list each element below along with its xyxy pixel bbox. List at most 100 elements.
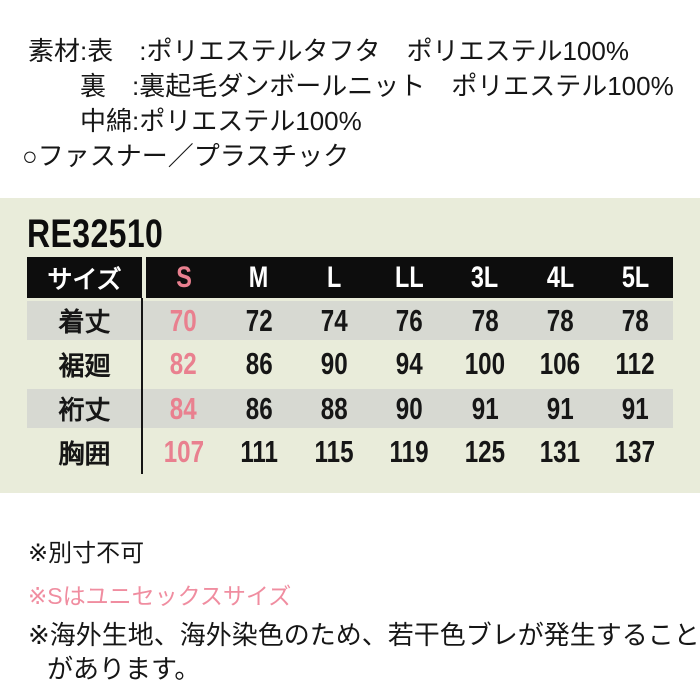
cell-value: 90: [320, 346, 348, 381]
cell-value: 84: [170, 390, 198, 426]
table-cell: 137: [598, 430, 673, 474]
header-size-ll: LL: [395, 260, 424, 294]
table-cell: 86: [221, 342, 296, 386]
cell-value: 106: [539, 346, 581, 381]
table-cell: 78: [447, 301, 522, 340]
footnotes-block: ※別寸不可 ※Sはユニセックスサイズ ※海外生地、海外染色のため、若干色ブレが発…: [28, 533, 700, 686]
material-line-padding: 中綿 :ポリエステル100%: [28, 104, 700, 139]
material-info-block: 素材: 表 :ポリエステルタフタ ポリエステル100% 裏 :裏起毛ダンボールニ…: [0, 0, 700, 174]
material-label-spacer: [28, 69, 80, 104]
table-cell: 115: [297, 430, 372, 474]
column-divider-line: [141, 298, 143, 474]
cell-value: 94: [396, 346, 423, 381]
cell-value: 112: [615, 346, 655, 381]
table-cell: 106: [522, 342, 597, 386]
table-cell: 100: [447, 342, 522, 386]
material-value-outer: :ポリエステルタフタ ポリエステル100%: [139, 36, 629, 66]
cell-value: 115: [314, 434, 354, 469]
header-size-m: M: [249, 260, 269, 294]
note-unisex-size: ※Sはユニセックスサイズ: [28, 583, 292, 609]
row-values: 70 72 74 76 78 78 78: [146, 301, 673, 340]
table-cell: 78: [522, 301, 597, 340]
row-label: 着丈: [58, 307, 111, 337]
cell-value: 90: [396, 390, 423, 426]
material-label-spacer: [28, 104, 80, 139]
table-cell: 91: [447, 389, 522, 428]
cell-value: 72: [245, 302, 273, 338]
cell-value: 88: [320, 390, 348, 426]
note-color-variation-line2: があります。: [47, 654, 201, 684]
cell-value: 86: [245, 346, 273, 381]
row-values: 107 111 115 119 125 131 137: [146, 430, 673, 474]
header-cell: 3L: [447, 257, 522, 298]
header-cell: L: [297, 257, 372, 298]
cell-value: 86: [245, 390, 273, 426]
row-values: 82 86 90 94 100 106 112: [146, 342, 673, 386]
cell-value: 78: [471, 302, 499, 338]
table-row-chest: 胸囲 107 111 115 119 125 131 137: [27, 430, 673, 474]
note-color-variation: ※海外生地、海外染色のため、若干色ブレが発生すること があります。: [28, 618, 700, 686]
table-cell: 70: [146, 301, 221, 340]
table-cell: 91: [522, 389, 597, 428]
cell-value: 137: [615, 434, 656, 469]
table-cell: 112: [598, 342, 673, 386]
row-label: 裄丈: [58, 395, 111, 425]
row-values: 84 86 88 90 91 91 91: [146, 389, 673, 428]
table-cell: 86: [221, 389, 296, 428]
table-cell: 111: [221, 430, 296, 474]
table-cell: 78: [598, 301, 673, 340]
table-cell: 76: [372, 301, 447, 340]
note-color-variation-line1: ※海外生地、海外染色のため、若干色ブレが発生すること: [28, 620, 700, 650]
cell-value: 91: [621, 390, 649, 426]
material-line-outer: 素材: 表 :ポリエステルタフタ ポリエステル100%: [28, 34, 700, 69]
row-label: 胸囲: [58, 438, 111, 469]
table-row-body-length: 着丈 70 72 74 76 78 78 78: [27, 298, 673, 342]
material-sub-padding: 中綿: [80, 106, 133, 136]
cell-value: 91: [471, 390, 499, 426]
cell-value: 76: [396, 302, 423, 338]
material-sub-outer: 表: [87, 36, 114, 66]
header-cell: 5L: [598, 257, 673, 298]
material-sub-lining: 裏: [80, 71, 107, 101]
table-cell: 84: [146, 389, 221, 428]
cell-value: 119: [389, 434, 429, 469]
cell-value: 82: [170, 346, 198, 381]
cell-value: 125: [464, 434, 505, 469]
table-cell: 125: [447, 430, 522, 474]
table-cell: 82: [146, 342, 221, 386]
row-label: 裾廻: [58, 350, 111, 381]
cell-value: 100: [464, 346, 505, 381]
header-size-l: L: [327, 260, 342, 294]
cell-value: 74: [320, 302, 348, 338]
cell-value: 91: [546, 390, 574, 426]
cell-value: 78: [621, 302, 649, 338]
material-label: 素材:: [28, 36, 88, 66]
table-header-row: サイズ S M L LL 3L 4L 5L: [27, 257, 673, 298]
size-spec-panel: RE32510 サイズ S M L LL 3L 4L 5L 着丈 70 72: [0, 198, 700, 493]
fastener-note: ○ファスナー／プラスチック: [22, 141, 350, 171]
material-line-lining: 裏 :裏起毛ダンボールニット ポリエステル100%: [28, 69, 700, 104]
cell-value: 111: [240, 434, 278, 469]
header-size-cells: S M L LL 3L 4L 5L: [146, 257, 673, 298]
header-cell-size: サイズ: [27, 257, 142, 298]
material-value-padding: :ポリエステル100%: [132, 106, 362, 136]
table-cell: 91: [598, 389, 673, 428]
cell-value: 70: [170, 302, 198, 338]
table-cell: 119: [372, 430, 447, 474]
material-value-lining: :裏起毛ダンボールニット ポリエステル100%: [132, 71, 674, 101]
table-cell: 90: [372, 389, 447, 428]
header-size-4l: 4L: [546, 260, 574, 294]
size-table: サイズ S M L LL 3L 4L 5L 着丈 70 72 74 76 78: [27, 257, 673, 474]
header-size-s: S: [175, 260, 192, 294]
header-cell: S: [146, 257, 221, 298]
table-cell: 131: [522, 430, 597, 474]
product-code: RE32510: [27, 212, 164, 256]
header-cell: 4L: [522, 257, 597, 298]
table-cell: 72: [221, 301, 296, 340]
table-cell: 90: [297, 342, 372, 386]
header-size-3l: 3L: [471, 260, 499, 294]
table-row-hem-width: 裾廻 82 86 90 94 100 106 112: [27, 342, 673, 386]
header-cell: LL: [372, 257, 447, 298]
note-no-custom-size: ※別寸不可: [28, 540, 145, 567]
cell-value: 131: [539, 434, 581, 469]
